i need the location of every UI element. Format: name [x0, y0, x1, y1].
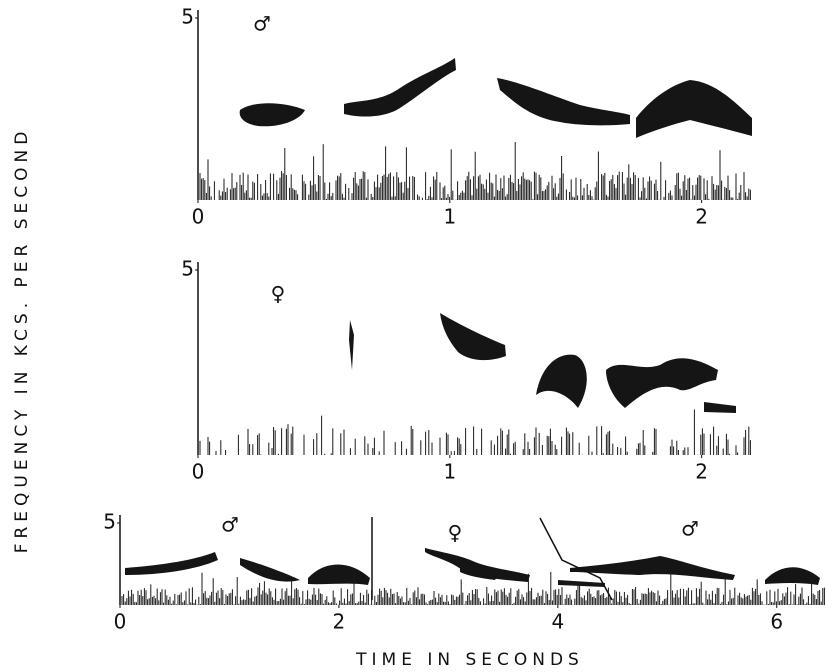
sex-symbol: ♀: [448, 521, 463, 545]
sex-symbol: ♀: [271, 282, 286, 306]
x-tick-label: 0: [114, 610, 127, 634]
sex-symbol: ♂: [253, 12, 271, 36]
x-tick-label: 4: [551, 610, 564, 634]
x-tick-label: 1: [443, 460, 456, 484]
x-tick-label: 6: [770, 610, 783, 634]
x-tick-label: 0: [192, 460, 205, 484]
y-tick-label: 5: [103, 510, 116, 534]
sex-symbol: ♂: [221, 513, 239, 537]
sex-symbol: ♂: [681, 517, 699, 541]
y-axis-label: FREQUENCY IN KCS. PER SECOND: [12, 127, 32, 554]
x-tick-label: 2: [695, 205, 708, 229]
x-axis-label: TIME IN SECONDS: [355, 650, 584, 670]
noise-band: [121, 142, 825, 605]
y-tick-label: 5: [181, 257, 194, 281]
y-tick-label: 5: [181, 5, 194, 29]
x-tick-label: 2: [695, 460, 708, 484]
spectrogram-traces: [125, 58, 820, 601]
x-tick-label: 2: [333, 610, 346, 634]
x-tick-label: 1: [443, 205, 456, 229]
x-tick-label: 0: [192, 205, 205, 229]
